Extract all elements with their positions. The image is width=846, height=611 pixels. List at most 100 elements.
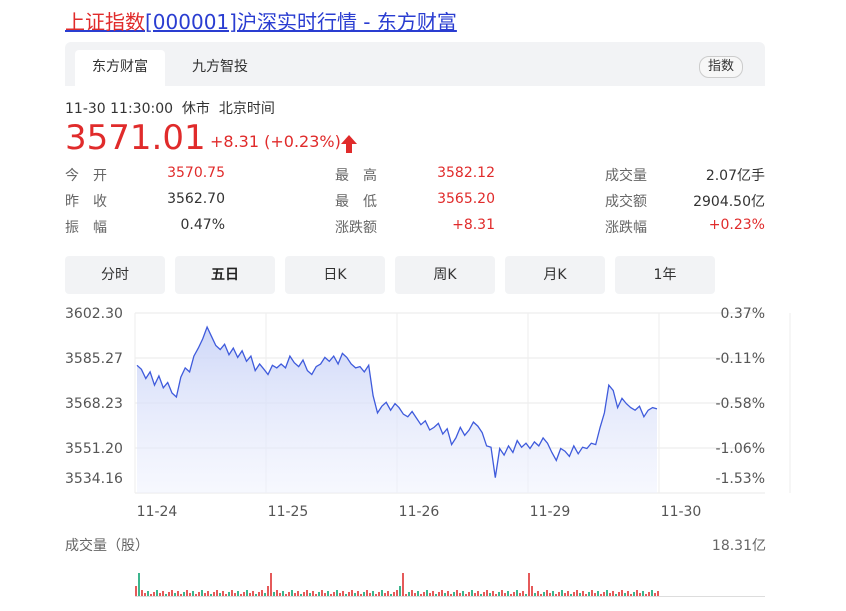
volume-bar bbox=[192, 591, 194, 596]
volume-bar bbox=[507, 591, 509, 596]
volume-bar bbox=[636, 590, 638, 596]
volume-bar bbox=[510, 594, 512, 596]
volume-bar bbox=[171, 590, 173, 596]
stat-value: 2.07亿手 bbox=[705, 168, 765, 184]
volume-bar bbox=[453, 592, 455, 596]
period-button[interactable]: 周K bbox=[395, 256, 495, 294]
volume-bar bbox=[465, 594, 467, 596]
source-tabbar: 东方财富 九方智投 指数 bbox=[65, 42, 765, 86]
volume-bar bbox=[303, 592, 305, 596]
volume-bar bbox=[195, 594, 197, 596]
volume-bar bbox=[246, 590, 248, 596]
volume-bar bbox=[657, 591, 659, 596]
volume-bar bbox=[366, 590, 368, 596]
volume-bar bbox=[153, 592, 155, 596]
volume-bar bbox=[522, 591, 524, 596]
volume-bar bbox=[189, 593, 191, 596]
volume-bar bbox=[342, 591, 344, 596]
tab-eastmoney[interactable]: 东方财富 bbox=[75, 50, 165, 86]
x-tick-label: 11-25 bbox=[268, 504, 309, 520]
stat-value: 2904.50亿 bbox=[693, 194, 765, 210]
volume-bar bbox=[252, 591, 254, 596]
volume-bar bbox=[501, 590, 503, 596]
volume-bar bbox=[315, 594, 317, 596]
volume-bar bbox=[576, 590, 578, 596]
period-button[interactable]: 五日 bbox=[175, 256, 275, 294]
volume-bar bbox=[420, 594, 422, 596]
y-right-tick-label: -0.58% bbox=[715, 396, 765, 412]
volume-bar bbox=[285, 594, 287, 596]
volume-bar bbox=[234, 593, 236, 596]
volume-bar bbox=[528, 573, 530, 596]
volume-bar bbox=[579, 593, 581, 596]
volume-bar bbox=[255, 594, 257, 596]
volume-bar bbox=[531, 586, 533, 596]
page-title-name[interactable]: 上证指数 bbox=[65, 10, 145, 34]
index-pill-button[interactable]: 指数 bbox=[698, 56, 743, 78]
volume-bar bbox=[231, 590, 233, 596]
volume-bar bbox=[645, 594, 647, 596]
volume-bar bbox=[387, 591, 389, 596]
volume-bar bbox=[549, 593, 551, 596]
y-tick-label: 3585.27 bbox=[65, 351, 123, 367]
volume-bar bbox=[546, 590, 548, 596]
volume-bar bbox=[603, 592, 605, 596]
y-right-tick-label: -1.53% bbox=[715, 471, 765, 487]
volume-bar bbox=[300, 594, 302, 596]
volume-bar bbox=[309, 593, 311, 596]
volume-bar bbox=[480, 594, 482, 596]
volume-bar bbox=[210, 594, 212, 596]
volume-bar bbox=[585, 594, 587, 596]
stat-label: 昨 收 bbox=[65, 194, 107, 210]
volume-bar bbox=[654, 593, 656, 596]
period-button[interactable]: 分时 bbox=[65, 256, 165, 294]
y-tick-label: 3602.30 bbox=[65, 306, 123, 322]
price-area bbox=[137, 327, 657, 493]
stat-value: 3562.70 bbox=[167, 191, 225, 207]
y-tick-label: 3534.16 bbox=[65, 471, 123, 487]
period-button[interactable]: 月K bbox=[505, 256, 605, 294]
volume-bar bbox=[291, 590, 293, 596]
x-tick-label: 11-26 bbox=[399, 504, 440, 520]
volume-bar bbox=[336, 590, 338, 596]
volume-bar bbox=[435, 594, 437, 596]
volume-bar bbox=[261, 590, 263, 596]
volume-bar bbox=[399, 586, 401, 596]
volume-bar bbox=[354, 593, 356, 596]
tab-jiufang[interactable]: 九方智投 bbox=[192, 59, 248, 75]
page-title[interactable]: 上证指数[000001]沪深实时行情 - 东方财富 bbox=[65, 6, 457, 35]
volume-bar bbox=[375, 594, 377, 596]
volume-bar bbox=[321, 590, 323, 596]
page-title-rest[interactable]: [000001]沪深实时行情 - 东方财富 bbox=[145, 10, 457, 34]
volume-bar bbox=[567, 591, 569, 596]
volume-bar bbox=[582, 591, 584, 596]
period-button[interactable]: 1年 bbox=[615, 256, 715, 294]
volume-bar bbox=[186, 590, 188, 596]
stat-value: +8.31 bbox=[452, 217, 495, 233]
volume-bar bbox=[243, 592, 245, 596]
volume-bar bbox=[213, 592, 215, 596]
volume-bar bbox=[633, 592, 635, 596]
volume-bar bbox=[651, 590, 653, 596]
volume-bar bbox=[642, 591, 644, 596]
period-button[interactable]: 日K bbox=[285, 256, 385, 294]
volume-bar bbox=[318, 592, 320, 596]
volume-bar bbox=[486, 590, 488, 596]
volume-bar bbox=[627, 591, 629, 596]
volume-bar bbox=[630, 594, 632, 596]
volume-bar bbox=[222, 591, 224, 596]
volume-bar bbox=[624, 593, 626, 596]
price-change: +8.31 (+0.23%) bbox=[210, 132, 341, 151]
volume-bar bbox=[396, 590, 398, 596]
volume-bar bbox=[282, 591, 284, 596]
x-tick-label: 11-29 bbox=[530, 504, 571, 520]
volume-bar bbox=[621, 590, 623, 596]
volume-bar bbox=[249, 593, 251, 596]
stat-label: 成交量 bbox=[605, 168, 647, 184]
volume-max-label: 18.31亿 bbox=[711, 538, 766, 554]
stat-value: 0.47% bbox=[180, 217, 225, 233]
volume-bar bbox=[600, 594, 602, 596]
y-right-tick-label: 0.37% bbox=[721, 306, 765, 322]
volume-bar bbox=[564, 593, 566, 596]
volume-bar bbox=[207, 591, 209, 596]
